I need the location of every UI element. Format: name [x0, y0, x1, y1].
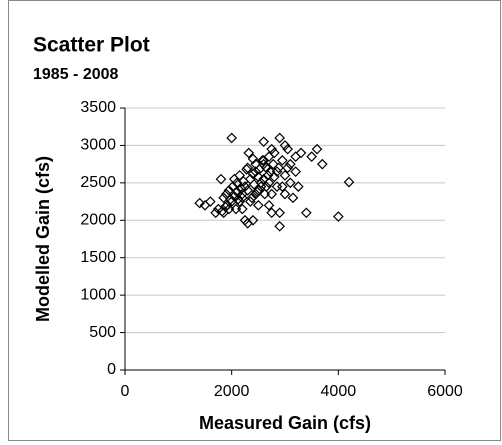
point	[239, 181, 251, 192]
point	[223, 184, 235, 196]
point	[259, 188, 271, 200]
point	[258, 136, 270, 148]
point	[247, 168, 259, 180]
point	[228, 173, 240, 185]
point	[300, 207, 312, 219]
x-tick-label: 4000	[321, 383, 357, 400]
point	[263, 177, 275, 189]
point	[223, 203, 235, 215]
point	[284, 177, 296, 189]
y-tick-label: 2500	[80, 174, 116, 191]
y-tick-label: 1500	[80, 249, 116, 266]
point	[282, 162, 294, 174]
point	[210, 207, 222, 219]
point	[274, 207, 286, 219]
point	[250, 166, 262, 177]
point	[273, 162, 284, 174]
point	[311, 143, 323, 155]
point	[266, 207, 278, 219]
point	[258, 155, 270, 166]
y-tick-label: 500	[89, 324, 116, 341]
point	[243, 147, 255, 159]
point	[343, 176, 355, 188]
point	[204, 196, 216, 207]
y-tick-label: 2000	[80, 212, 116, 229]
point	[268, 147, 280, 159]
y-tick-label: 3500	[80, 99, 116, 116]
point	[244, 196, 256, 207]
point	[242, 162, 254, 174]
point	[306, 151, 318, 163]
point	[225, 193, 236, 205]
point	[267, 158, 279, 170]
point	[279, 140, 291, 151]
y-tick-label: 1000	[80, 286, 116, 303]
point	[235, 183, 247, 195]
chart-title: Scatter Plot	[33, 34, 150, 57]
point	[316, 158, 328, 170]
point	[236, 192, 248, 204]
point	[194, 197, 206, 209]
point	[263, 199, 275, 211]
point	[257, 155, 268, 166]
point	[332, 211, 344, 222]
point	[292, 181, 304, 192]
point	[271, 166, 283, 177]
point	[279, 170, 291, 181]
point	[279, 188, 291, 200]
point	[295, 147, 307, 159]
point	[252, 199, 264, 211]
point	[234, 196, 246, 207]
x-axis-label: Measured Gain (cfs)	[199, 413, 371, 433]
x-tick-label: 2000	[214, 383, 250, 400]
point	[246, 192, 258, 204]
point	[266, 188, 278, 200]
y-tick-label: 3000	[80, 137, 116, 154]
point	[274, 220, 286, 232]
point	[247, 153, 259, 165]
point	[255, 177, 267, 189]
point	[276, 155, 288, 166]
chart-subtitle: 1985 - 2008	[33, 66, 119, 83]
point	[250, 188, 262, 200]
point	[274, 132, 286, 144]
point	[266, 143, 278, 155]
y-axis-label: Modelled Gain (cfs)	[33, 156, 53, 322]
point	[242, 184, 254, 196]
point	[252, 184, 264, 196]
x-tick-label: 6000	[427, 383, 463, 400]
point	[258, 173, 270, 185]
point	[247, 214, 259, 226]
x-tick-label: 0	[121, 383, 130, 400]
point	[218, 192, 230, 204]
point	[284, 158, 296, 170]
point	[276, 181, 288, 192]
point	[239, 214, 251, 226]
point	[215, 173, 227, 185]
point	[287, 192, 299, 204]
point	[282, 143, 294, 155]
point	[226, 132, 238, 144]
point	[236, 203, 248, 215]
point	[290, 166, 302, 177]
y-tick-label: 0	[107, 361, 116, 378]
